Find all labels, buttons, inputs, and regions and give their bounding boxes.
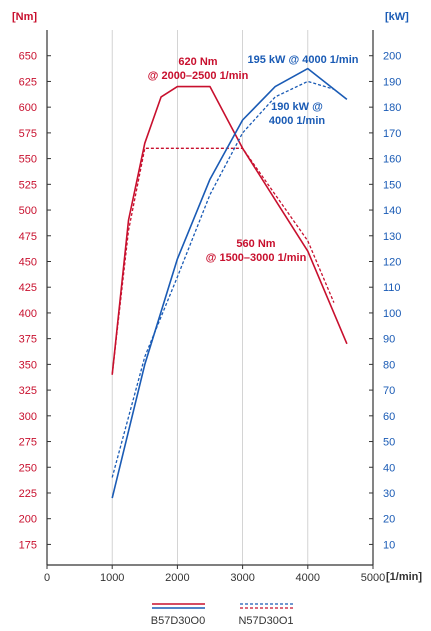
right-axis-unit-label: [kW] xyxy=(385,11,409,23)
annotation-peak-torque-b57-line2: @ 2000–2500 1/min xyxy=(148,70,249,82)
y-right-tick-label: 50 xyxy=(383,437,395,449)
y-right-tick-label: 180 xyxy=(383,102,401,114)
legend-label-b57: B57D30O0 xyxy=(151,615,205,627)
y-right-tick-label: 60 xyxy=(383,411,395,423)
y-right-tick-label: 100 xyxy=(383,308,401,320)
x-tick-label: 2000 xyxy=(165,572,189,584)
series-layer xyxy=(111,67,348,499)
y-right-tick-label: 40 xyxy=(383,462,395,474)
x-tick-label: 3000 xyxy=(230,572,254,584)
series-line-b57d30o0-power xyxy=(111,67,348,499)
y-left-tick-label: 225 xyxy=(19,488,37,500)
y-left-tick-label: 400 xyxy=(19,308,37,320)
y-right-tick-label: 20 xyxy=(383,514,395,526)
series-line-b57d30o0-torque xyxy=(111,85,348,375)
legend: B57D30O0 N57D30O1 xyxy=(151,603,294,627)
y-right-tick-label: 70 xyxy=(383,385,395,397)
y-left-tick-label: 575 xyxy=(19,128,37,140)
y-left-tick-label: 175 xyxy=(19,539,37,551)
x-tick-label: 0 xyxy=(44,572,50,584)
legend-item-n57: N57D30O1 xyxy=(238,603,294,627)
legend-label-n57: N57D30O1 xyxy=(238,615,293,627)
x-tick-label: 1000 xyxy=(100,572,124,584)
y-right-tick-label: 170 xyxy=(383,128,401,140)
x-tick-label: 5000 xyxy=(361,572,385,584)
y-left-tick-label: 625 xyxy=(19,76,37,88)
y-right-tick-label: 120 xyxy=(383,256,401,268)
y-right-tick-label: 90 xyxy=(383,334,395,346)
x-tick-label: 4000 xyxy=(296,572,320,584)
y-left-tick-label: 375 xyxy=(19,334,37,346)
y-left-tick-label: 300 xyxy=(19,411,37,423)
series-line-n57d30o1-torque xyxy=(111,147,335,375)
annotation-peak-power-n57-line2: 4000 1/min xyxy=(269,115,326,127)
y-left-tick-label: 450 xyxy=(19,256,37,268)
y-right-tick-label: 110 xyxy=(383,282,401,294)
annotation-peak-power-n57-line1: 190 kW @ xyxy=(271,101,323,113)
annotation-peak-torque-b57-line1: 620 Nm xyxy=(178,56,217,68)
legend-item-b57: B57D30O0 xyxy=(151,603,205,627)
y-left-tick-label: 525 xyxy=(19,179,37,191)
annotation-peak-torque-n57-line1: 560 Nm xyxy=(236,238,275,250)
y-left-tick-label: 500 xyxy=(19,205,37,217)
y-left-tick-label: 350 xyxy=(19,359,37,371)
y-right-tick-label: 190 xyxy=(383,76,401,88)
y-right-tick-label: 30 xyxy=(383,488,395,500)
y-right-tick-label: 200 xyxy=(383,51,401,63)
y-left-tick-label: 275 xyxy=(19,437,37,449)
y-left-tick-label: 200 xyxy=(19,514,37,526)
y-left-tick-label: 425 xyxy=(19,282,37,294)
y-right-tick-label: 160 xyxy=(383,154,401,166)
y-right-tick-label: 80 xyxy=(383,359,395,371)
axes xyxy=(46,30,374,566)
y-left-tick-label: 325 xyxy=(19,385,37,397)
y-right-tick-label: 130 xyxy=(383,231,401,243)
y-right-tick-label: 140 xyxy=(383,205,401,217)
annotation-peak-power-b57: 195 kW @ 4000 1/min xyxy=(247,54,358,66)
y-right-tick-label: 150 xyxy=(383,179,401,191)
x-axis-unit-label: [1/min] xyxy=(386,571,422,583)
y-left-tick-label: 650 xyxy=(19,51,37,63)
y-left-tick-label: 250 xyxy=(19,462,37,474)
y-left-tick-label: 475 xyxy=(19,231,37,243)
y-right-tick-label: 10 xyxy=(383,539,395,551)
left-axis-unit-label: [Nm] xyxy=(12,11,37,23)
annotation-peak-torque-n57-line2: @ 1500–3000 1/min xyxy=(206,252,307,264)
tick-labels: 0 1000 2000 3000 4000 5000 175 200 225 250 275 300 3… xyxy=(19,51,402,584)
y-left-tick-label: 550 xyxy=(19,154,37,166)
y-left-tick-label: 600 xyxy=(19,102,37,114)
